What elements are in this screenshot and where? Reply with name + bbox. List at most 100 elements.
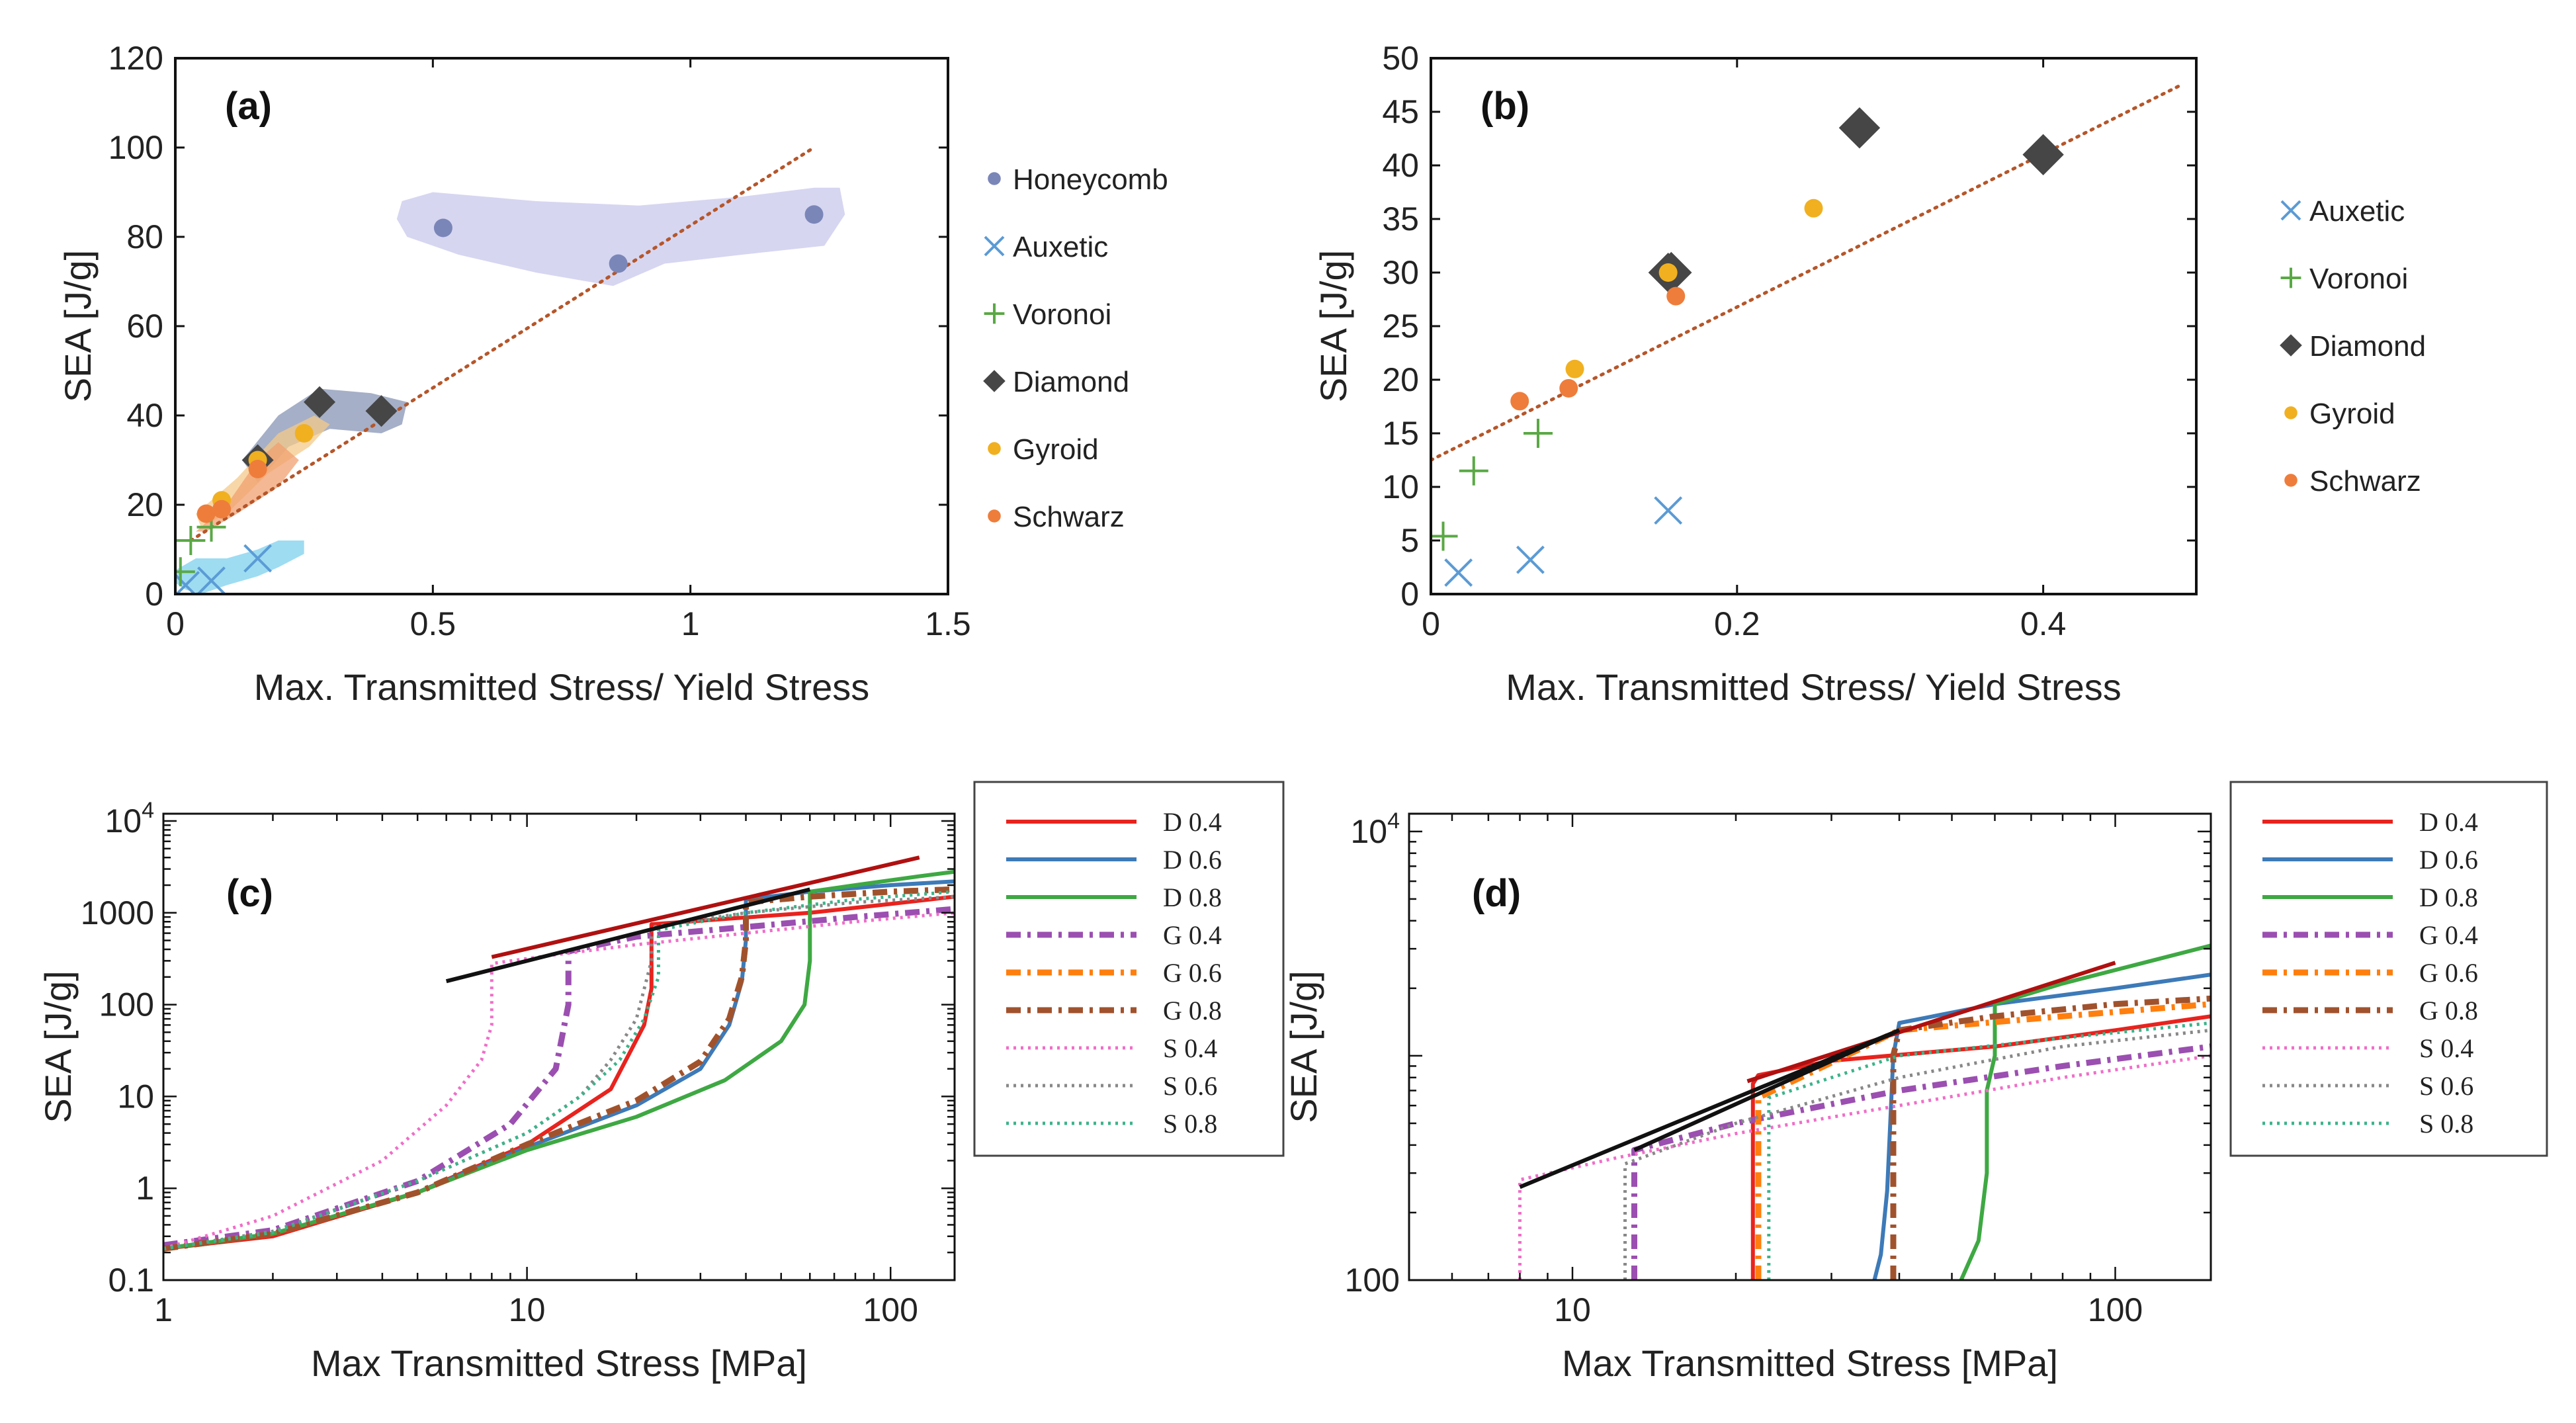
y-tick-label: 35	[1382, 200, 1419, 237]
legend-diamond-marker	[983, 370, 1006, 392]
legend-diamond-marker	[2280, 334, 2302, 357]
x-tick-label: 100	[2088, 1291, 2143, 1328]
legend-s-0-4-label: S 0.4	[1163, 1033, 1217, 1063]
diamond-point	[2022, 134, 2064, 175]
legend-g-0-4-label: G 0.4	[1163, 920, 1222, 950]
y-tick-label: 10	[1382, 468, 1419, 505]
legend-schwarz-marker	[988, 509, 1001, 523]
y-tick-label: 100	[1345, 1262, 1400, 1299]
y-tick-label: 1	[136, 1170, 154, 1207]
x-tick-label: 0.2	[1714, 605, 1760, 642]
axes-frame	[162, 812, 956, 1281]
auxetic-point	[197, 566, 226, 594]
trend-line	[1431, 83, 2183, 462]
schwarz-point	[1559, 378, 1578, 398]
series-s-0-6-line	[163, 894, 955, 1250]
legend-g-0-4-label: G 0.4	[2419, 920, 2478, 950]
fit-line	[445, 887, 811, 984]
y-tick-label: 120	[108, 40, 163, 77]
series-g-0-4-line	[1631, 1043, 2211, 1280]
legend-frame	[2229, 781, 2548, 1157]
diamond-point	[304, 386, 336, 418]
auxetic-point	[1516, 545, 1545, 574]
axes-frame	[1430, 57, 2198, 595]
y-tick-label: 15	[1382, 415, 1419, 452]
legend-d-0-4-label: D 0.4	[2419, 807, 2478, 837]
legend-auxetic-marker	[2280, 200, 2301, 221]
region-diamond	[242, 388, 408, 483]
legend-d-0-4-label: D 0.4	[1163, 807, 1222, 837]
plot-area	[163, 855, 955, 1252]
plot-area	[1431, 83, 2183, 587]
x-tick-label: 10	[1554, 1291, 1591, 1328]
schwarz-point	[248, 460, 267, 478]
gyroid-point	[1804, 198, 1823, 218]
x-axis-label: Max. Transmitted Stress/ Yield Stress	[254, 666, 870, 708]
auxetic-point	[1444, 558, 1473, 587]
y-tick-label: 45	[1382, 93, 1419, 130]
series-d-0-4-line	[163, 894, 955, 1251]
panel-label: (b)	[1481, 85, 1529, 128]
y-tick-label: 104	[1350, 808, 1400, 850]
panel-label: (a)	[225, 85, 272, 128]
axes-frame	[174, 57, 949, 595]
gyroid-point	[1565, 359, 1584, 378]
x-tick-label: 1.5	[925, 605, 971, 642]
y-tick-label: 104	[105, 798, 154, 840]
legend-box: D 0.4 D 0.6 D 0.8 G 0.4 G 0.6 G 0.8 S 0.4 S 0.6…	[973, 781, 1285, 1157]
series-s-0-4-line	[1518, 1054, 2211, 1280]
legend-d-0-8-label: D 0.8	[1163, 883, 1222, 912]
y-axis-label: SEA [J/g]	[1312, 250, 1354, 402]
x-tick-label: 1	[681, 605, 700, 642]
y-tick-label: 20	[1382, 361, 1419, 398]
plot-area	[175, 146, 845, 594]
y-tick-label: 1000	[81, 894, 154, 931]
panel-label: (d)	[1472, 872, 1521, 915]
legend-schwarz-marker	[2284, 474, 2297, 487]
y-axis-label: SEA [J/g]	[1283, 970, 1324, 1123]
schwarz-point	[1666, 286, 1686, 306]
series-s-0-8-line	[1767, 1021, 2211, 1280]
legend-diamond-label: Diamond	[1013, 366, 1129, 398]
legend-d-0-6-label: D 0.6	[1163, 845, 1222, 875]
legend-gyroid-marker	[2284, 406, 2297, 419]
series-d-0-8-line	[163, 869, 955, 1251]
y-tick-label: 50	[1382, 40, 1419, 77]
legend-schwarz-label: Schwarz	[2309, 465, 2421, 497]
voronoi-point	[1523, 419, 1553, 448]
panel-3: 10 100 100 104 Max Transmitted Stress [MPa] S…	[1283, 781, 2548, 1384]
legend-gyroid-label: Gyroid	[2309, 398, 2395, 430]
legend-honeycomb-label: Honeycomb	[1013, 163, 1168, 196]
fit-line	[1746, 961, 2116, 1084]
legend-honeycomb-marker	[988, 172, 1001, 185]
legend-s-0-4-label: S 0.4	[2419, 1033, 2473, 1063]
voronoi-point	[1431, 521, 1458, 551]
legend-g-0-6-label: G 0.6	[2419, 958, 2478, 988]
series-s-0-4-line	[163, 911, 955, 1250]
voronoi-point	[176, 526, 206, 555]
y-tick-label: 25	[1382, 308, 1419, 345]
x-tick-label: 0.5	[410, 605, 456, 642]
plot-area	[1518, 943, 2211, 1280]
voronoi-point	[1459, 456, 1488, 486]
series-g-0-4-line	[163, 906, 955, 1248]
legend-auxetic-label: Auxetic	[2309, 195, 2405, 228]
x-tick-label: 0.4	[2020, 605, 2067, 642]
diamond-point	[365, 395, 398, 427]
region-auxetic	[175, 540, 304, 594]
y-tick-label: 10	[117, 1078, 154, 1115]
schwarz-point	[1510, 392, 1529, 411]
auxetic-point	[243, 544, 273, 573]
diamond-point	[1838, 107, 1881, 149]
series-s-0-6-line	[1623, 1028, 2211, 1280]
x-tick-label: 100	[863, 1291, 918, 1328]
y-tick-label: 5	[1400, 522, 1419, 559]
fit-line	[491, 855, 920, 959]
y-tick-label: 40	[1382, 147, 1419, 184]
legend-frame	[973, 781, 1285, 1157]
gyroid-point	[1658, 263, 1678, 282]
gyroid-point	[294, 424, 314, 443]
y-axis-label: SEA [J/g]	[37, 970, 79, 1123]
x-tick-label: 10	[509, 1291, 546, 1328]
